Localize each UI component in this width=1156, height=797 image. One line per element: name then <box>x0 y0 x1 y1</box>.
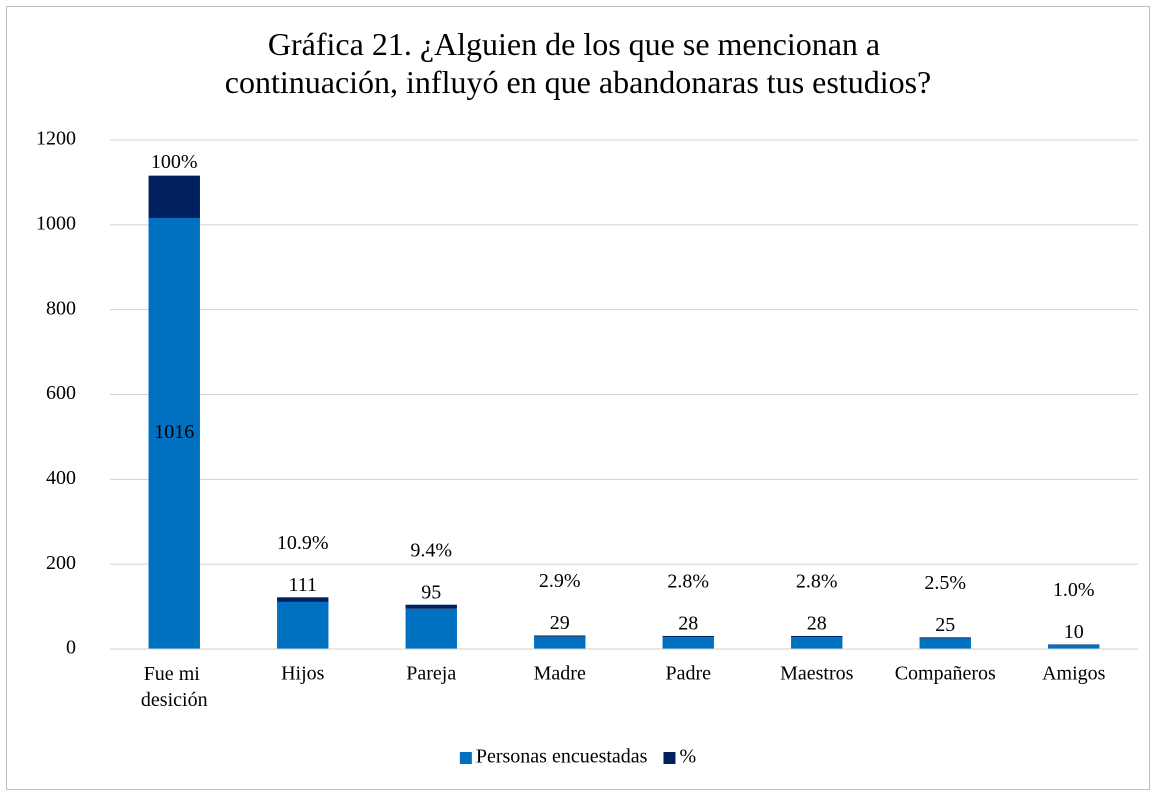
bar-segment <box>1048 644 1100 649</box>
data-label: 9.4% <box>410 539 452 561</box>
y-tick-label: 400 <box>46 467 76 489</box>
y-tick-label: 1200 <box>36 128 76 150</box>
chart-title: Gráfica 21. ¿Alguien de los que se menci… <box>225 26 931 100</box>
bar-segment <box>148 175 200 219</box>
data-label: 1.0% <box>1053 579 1095 601</box>
y-tick-label: 1000 <box>36 212 76 234</box>
bar-segment <box>148 218 200 649</box>
bar-segment <box>791 635 843 638</box>
data-label: 10.9% <box>277 532 329 554</box>
x-tick-label: Pareja <box>406 663 456 685</box>
bar-segment <box>277 601 329 649</box>
legend-swatch <box>459 752 472 764</box>
x-tick-label: Hijos <box>281 663 325 685</box>
y-tick-label: 800 <box>46 297 76 319</box>
y-tick-label: 600 <box>46 382 76 404</box>
bar-segment <box>405 604 457 609</box>
y-tick-label: 200 <box>46 552 76 574</box>
x-tick-label: Compañeros <box>895 663 996 685</box>
bar-segment <box>662 637 714 649</box>
data-label: 2.9% <box>539 570 581 592</box>
data-label: 1016 <box>154 421 194 443</box>
data-label: 28 <box>678 613 698 635</box>
bar-segment <box>534 635 586 637</box>
data-label: 28 <box>807 613 827 635</box>
data-label: 29 <box>550 612 570 634</box>
x-tick-label: Fue mi desición <box>141 663 208 711</box>
bar-segment <box>919 638 971 649</box>
bar-segment <box>405 608 457 649</box>
x-tick-label: Padre <box>665 663 711 685</box>
x-tick-label: Madre <box>534 663 586 685</box>
data-label: 2.5% <box>924 572 966 594</box>
bar-segment <box>534 636 586 649</box>
bar-segment <box>919 637 971 639</box>
x-tick-label: Amigos <box>1042 663 1106 685</box>
bar-segment <box>662 635 714 638</box>
legend-swatch <box>663 752 676 764</box>
legend-label: Personas encuestadas <box>476 746 648 768</box>
legend-label: % <box>679 746 696 768</box>
data-label: 2.8% <box>796 571 838 593</box>
data-label: 100% <box>151 151 198 173</box>
data-label: 111 <box>288 574 317 596</box>
y-tick-label: 0 <box>66 637 76 659</box>
x-tick-label: Maestros <box>780 663 854 685</box>
bar-segment <box>791 637 843 649</box>
data-label: 2.8% <box>667 571 709 593</box>
bar-segment <box>277 597 329 602</box>
data-label: 10 <box>1064 621 1084 643</box>
data-label: 95 <box>421 581 441 603</box>
data-label: 25 <box>935 614 955 636</box>
